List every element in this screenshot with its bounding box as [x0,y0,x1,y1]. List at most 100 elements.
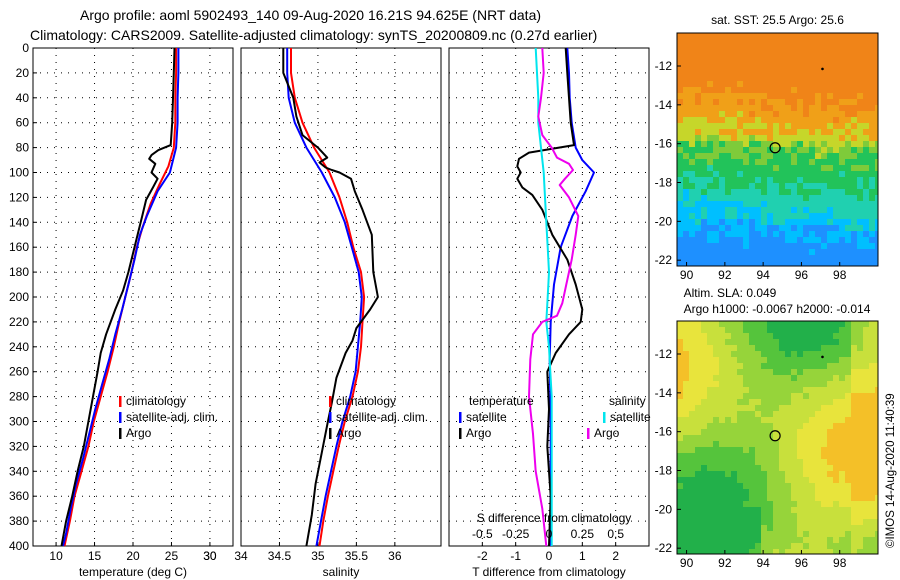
map-cell [797,129,803,135]
map-cell [821,435,827,441]
map-cell [737,39,743,45]
map-cell [803,351,809,357]
map-cell [779,147,785,153]
map-cell [683,63,689,69]
map-cell [701,255,707,261]
map-cell [845,33,851,39]
map-cell [875,63,878,69]
map-cell [803,429,809,435]
x-axis-label: T difference from climatology [472,565,626,579]
map-cell [821,207,827,213]
map-cell [833,51,839,57]
map-cell [707,99,713,105]
map-cell [677,441,683,447]
map-cell [785,87,791,93]
map-cell [797,105,803,111]
map-cell [773,507,779,513]
map-cell [797,357,803,363]
map-cell [743,33,749,39]
map-cell [857,423,863,429]
map-cell [821,231,827,237]
map-cell [743,177,749,183]
map-cell [815,189,821,195]
map-cell [749,387,755,393]
map-cell [761,483,767,489]
map-cell [767,363,773,369]
map-cell [875,255,878,261]
map-cell [833,225,839,231]
map-cell [845,111,851,117]
map-cell [815,441,821,447]
map-cell [779,543,785,549]
map-cell [707,153,713,159]
map-cell [803,363,809,369]
map-cell [827,195,833,201]
map-cell [773,177,779,183]
map-cell [863,549,869,554]
map-cell [821,411,827,417]
map-cell [725,123,731,129]
map-cell [761,363,767,369]
map-cell [803,111,809,117]
sst-map-title: sat. SST: 25.5 Argo: 25.6 [711,13,844,27]
map-cell [677,231,683,237]
map-cell [827,363,833,369]
map-cell [851,87,857,93]
map-cell [749,237,755,243]
map-cell [767,219,773,225]
map-cell [743,423,749,429]
map-cell [677,243,683,249]
map-cell [791,123,797,129]
map-cell [713,45,719,51]
map-cell [755,471,761,477]
map-cell [839,387,845,393]
map-cell [755,33,761,39]
map-cell [827,135,833,141]
map-cell [803,483,809,489]
map-cell [755,501,761,507]
map-cell [803,207,809,213]
map-cell [827,231,833,237]
map-cell [809,381,815,387]
x-tick-label: 20 [126,549,140,563]
map-cell [719,33,725,39]
map-cell [701,513,707,519]
map-cell [701,99,707,105]
map-cell [677,501,683,507]
map-cell [761,327,767,333]
series-climatology [290,48,366,547]
map-cell [797,57,803,63]
map-cell [725,219,731,225]
map-cell [875,99,878,105]
map-cell [821,501,827,507]
map-cell [761,99,767,105]
map-cell [683,99,689,105]
map-cell [815,219,821,225]
map-cell [767,417,773,423]
map-cell [719,195,725,201]
argo-location-marker [769,430,781,442]
map-cell [821,219,827,225]
map-cell [875,435,878,441]
map-cell [785,249,791,255]
map-cell [695,75,701,81]
map-cell [713,447,719,453]
map-cell [869,237,875,243]
map-cell [707,219,713,225]
map-cell [851,213,857,219]
map-cell [839,123,845,129]
map-cell [785,345,791,351]
map-cell [785,141,791,147]
map-cell [689,249,695,255]
map-cell [767,99,773,105]
map-cell [839,357,845,363]
map-cell [797,411,803,417]
map-cell [773,69,779,75]
map-cell [767,483,773,489]
map-cell [677,513,683,519]
map-cell [791,171,797,177]
map-cell [839,333,845,339]
map-cell [707,183,713,189]
map-cell [719,459,725,465]
map-cell [701,501,707,507]
